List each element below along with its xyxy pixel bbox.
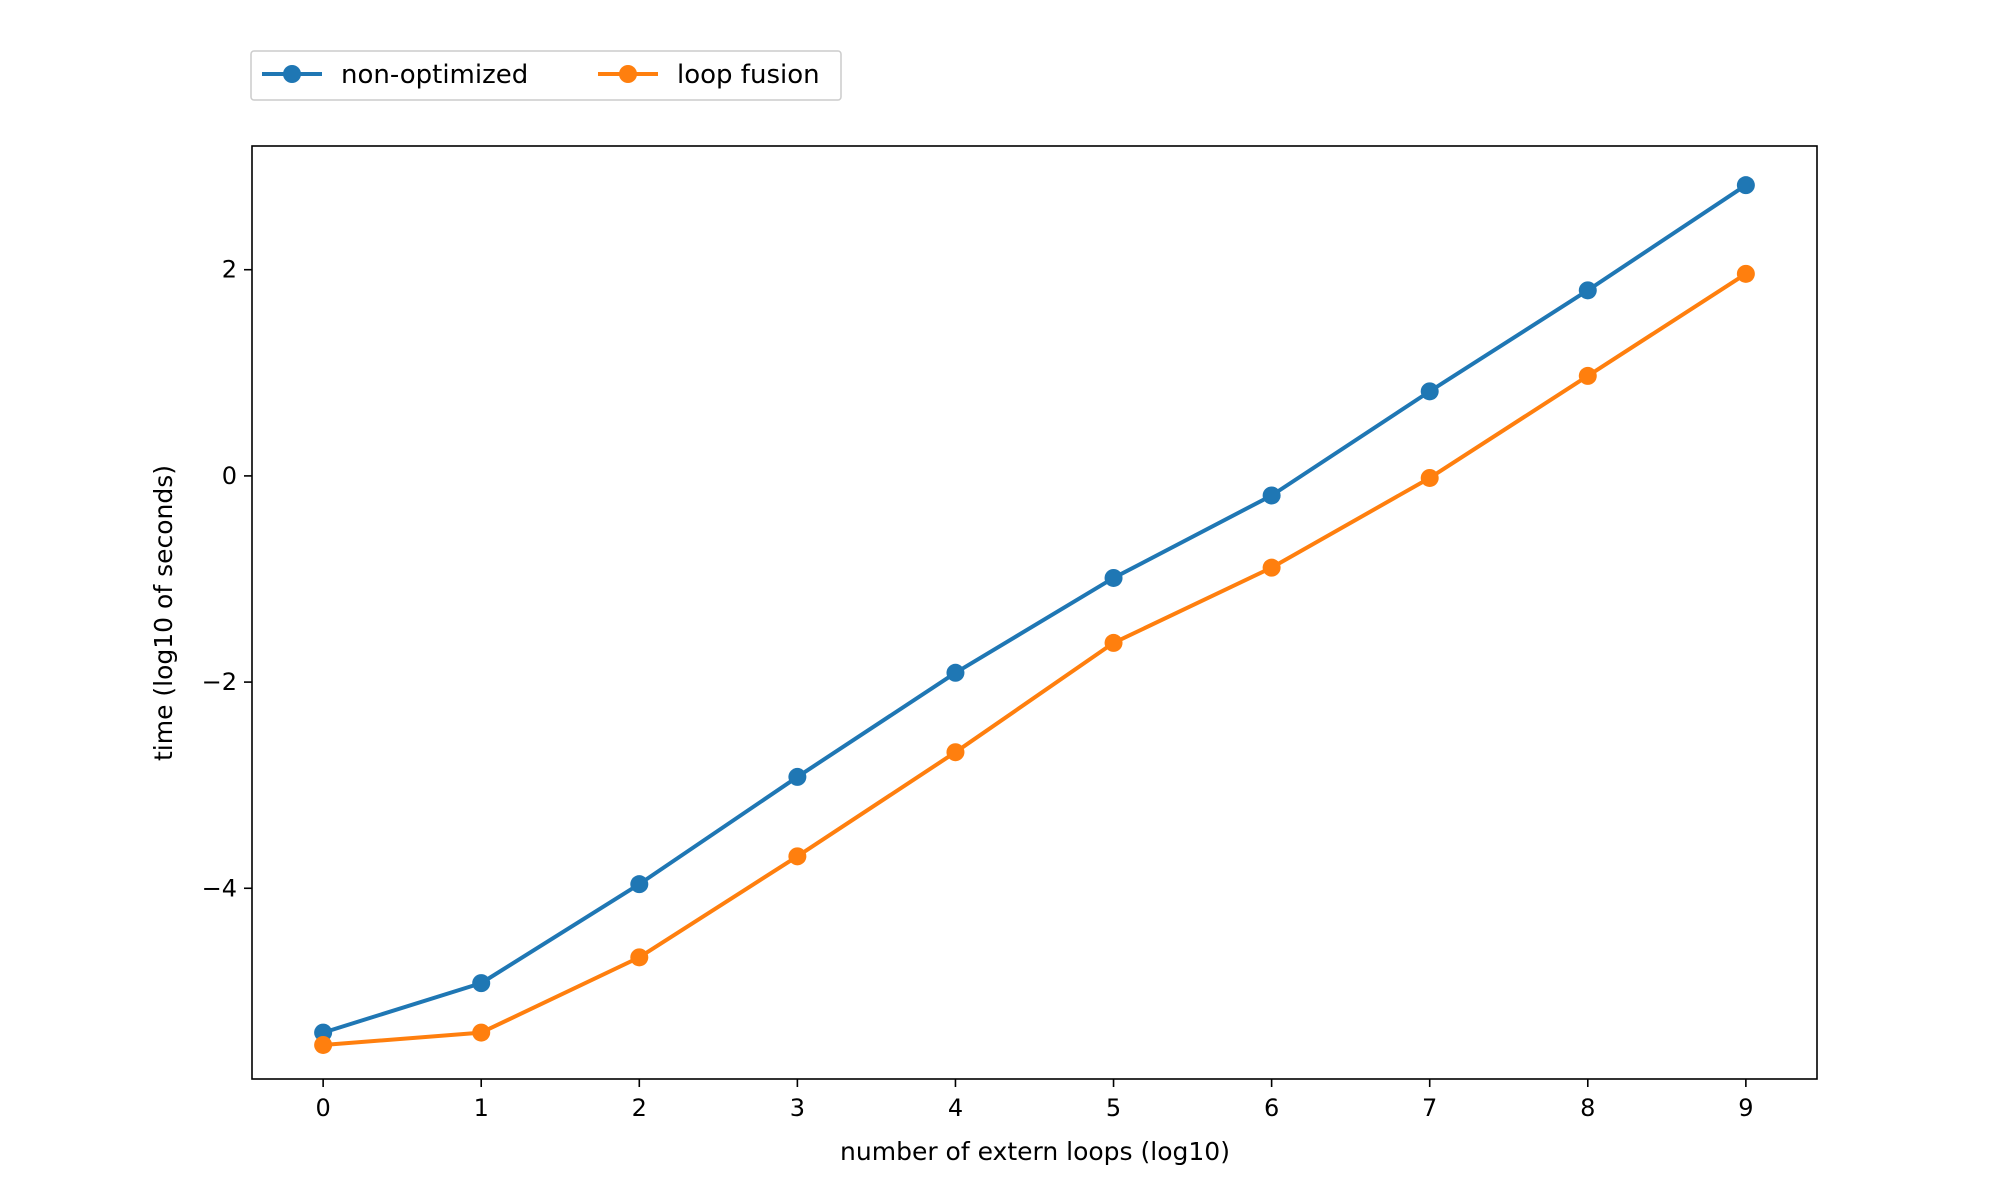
data-point-non-optimized [314, 1023, 333, 1042]
data-point-non-optimized [472, 974, 491, 993]
x-tick-label: 4 [948, 1094, 963, 1122]
data-point-non-optimized [946, 663, 965, 682]
y-tick-label: 0 [222, 462, 237, 490]
data-point-non-optimized [1420, 382, 1439, 401]
x-tick-label: 0 [315, 1094, 330, 1122]
legend-marker-non-optimized [283, 65, 301, 83]
data-point-loop-fusion [788, 847, 807, 866]
x-tick-label: 7 [1422, 1094, 1437, 1122]
y-axis-label: time (log10 of seconds) [149, 465, 178, 761]
data-point-non-optimized [1262, 486, 1281, 505]
plot-series [314, 176, 1755, 1054]
data-point-loop-fusion [630, 948, 649, 967]
y-tick-label: −4 [202, 874, 237, 902]
x-tick-label: 3 [790, 1094, 805, 1122]
data-point-loop-fusion [946, 743, 965, 762]
data-point-loop-fusion [1420, 468, 1439, 487]
data-point-non-optimized [788, 767, 807, 786]
x-tick-label: 2 [632, 1094, 647, 1122]
x-tick-label: 6 [1264, 1094, 1279, 1122]
legend: non-optimized loop fusion [250, 50, 842, 101]
data-point-non-optimized [630, 875, 649, 894]
data-point-loop-fusion [1104, 633, 1123, 652]
legend-frame [250, 50, 842, 101]
x-axis-label: number of extern loops (log10) [840, 1137, 1230, 1166]
data-point-non-optimized [1736, 176, 1755, 195]
axes-ticks: 0 1 2 3 4 5 6 7 8 9 2 0 −2 −4 [202, 256, 1754, 1122]
data-point-loop-fusion [1262, 558, 1281, 577]
data-point-loop-fusion [472, 1023, 491, 1042]
data-point-non-optimized [1578, 281, 1597, 300]
series-line-loop-fusion [321, 271, 1748, 1047]
y-tick-label: −2 [202, 668, 237, 696]
legend-marker-loop-fusion [619, 65, 637, 83]
data-point-loop-fusion [1578, 366, 1597, 385]
data-point-loop-fusion [1736, 264, 1755, 283]
data-point-non-optimized [1104, 568, 1123, 587]
series-line-non-optimized [321, 183, 1748, 1035]
plot-frame [251, 145, 1818, 1080]
x-tick-label: 8 [1580, 1094, 1595, 1122]
x-tick-label: 5 [1106, 1094, 1121, 1122]
x-tick-label: 9 [1738, 1094, 1753, 1122]
legend-label-loop-fusion: loop fusion [677, 60, 820, 90]
y-tick-label: 2 [222, 256, 237, 284]
legend-label-non-optimized: non-optimized [341, 60, 528, 90]
x-tick-label: 1 [474, 1094, 489, 1122]
data-point-loop-fusion [314, 1035, 333, 1054]
